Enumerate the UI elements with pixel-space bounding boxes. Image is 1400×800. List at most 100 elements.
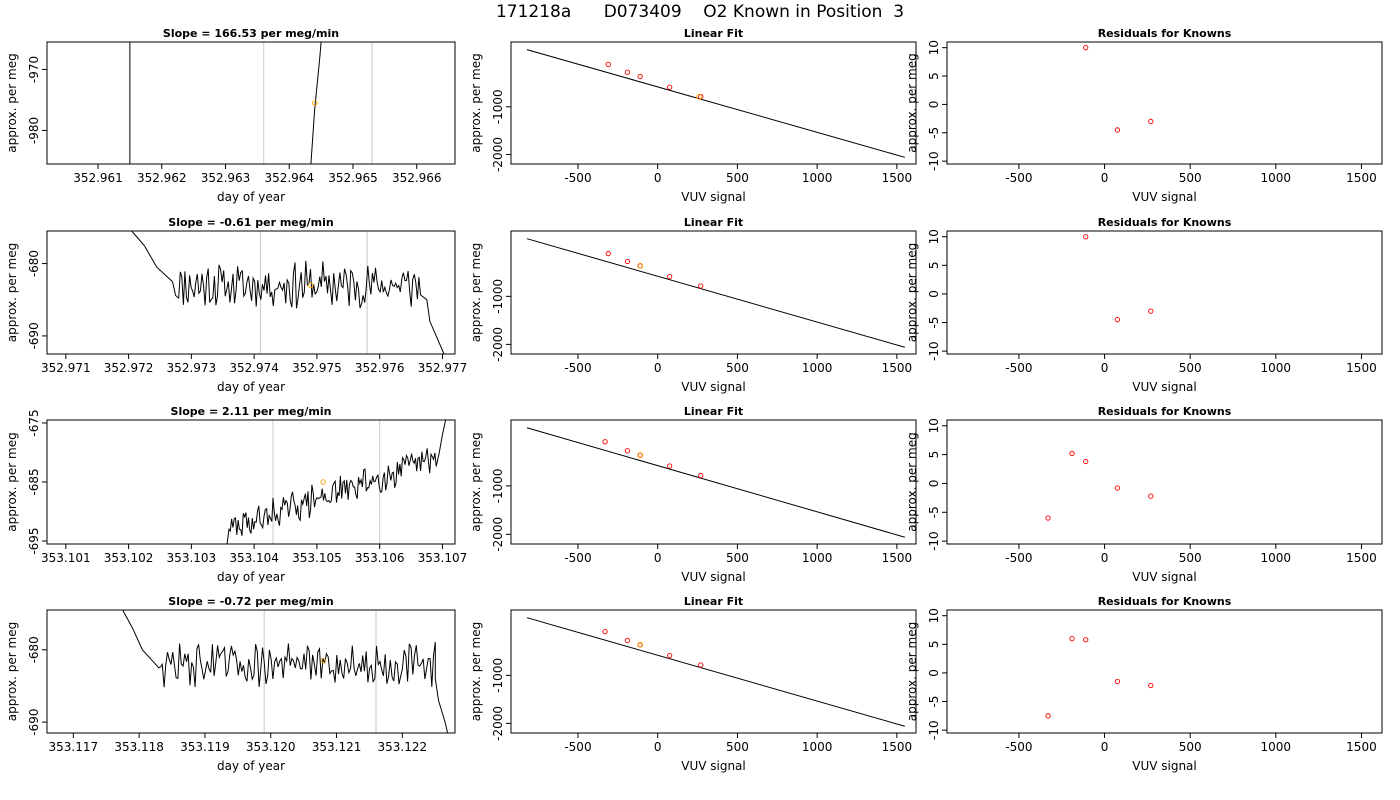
- x-tick-label: 1500: [882, 361, 913, 375]
- known-point: [637, 73, 643, 80]
- known-point: [1148, 493, 1154, 499]
- data-line: [226, 420, 447, 544]
- x-tick-label: 353.119: [180, 740, 230, 754]
- y-tick-label: 10: [927, 418, 941, 433]
- x-axis-label: VUV signal: [681, 190, 746, 204]
- panel-1-2: Linear Fit -500 0 500 1000 1500 -1000 -2000 VUV …: [469, 27, 917, 204]
- x-axis-label: VUV signal: [1132, 759, 1197, 773]
- y-tick-label: -10: [927, 341, 941, 361]
- plot-area: [1045, 635, 1154, 719]
- x-tick-label: 1500: [1346, 551, 1377, 565]
- x-tick-label: 352.964: [264, 171, 314, 185]
- plot-frame: [946, 609, 1383, 734]
- y-tick-label: 10: [927, 40, 941, 55]
- x-tick-label: 353.107: [418, 551, 468, 565]
- x-tick-label: 0: [654, 171, 662, 185]
- x-tick-label: 352.965: [328, 171, 378, 185]
- plot-area: [226, 420, 447, 544]
- x-tick-label: 500: [1179, 740, 1202, 754]
- y-tick-label: -1000: [491, 658, 505, 693]
- known-point: [1083, 637, 1089, 643]
- known-point: [1083, 458, 1089, 465]
- y-tick-label: -680: [27, 636, 41, 663]
- panel-title: Linear Fit: [684, 405, 743, 418]
- x-tick-label: 0: [1101, 551, 1109, 565]
- x-tick-label: 500: [1179, 171, 1202, 185]
- known-point: [1114, 317, 1121, 323]
- x-tick-label: 1500: [1346, 740, 1377, 754]
- y-tick-label: -10: [927, 720, 941, 740]
- y-tick-label: 5: [927, 72, 941, 80]
- y-axis-label: approx. per meg: [905, 53, 919, 152]
- y-tick-label: -10: [927, 531, 941, 551]
- x-tick-label: 352.966: [392, 171, 442, 185]
- known-point: [1045, 713, 1051, 719]
- y-tick-label: -690: [27, 322, 41, 349]
- x-axis-label: VUV signal: [1132, 380, 1197, 394]
- known-point: [1148, 682, 1154, 689]
- y-tick-label: 0: [927, 290, 941, 298]
- x-axis-label: VUV signal: [681, 759, 746, 773]
- plot-frame: [510, 419, 917, 545]
- plot-area: [526, 427, 905, 538]
- plot-frame: [946, 419, 1383, 545]
- x-tick-label: 352.963: [201, 171, 251, 185]
- x-tick-label: 1000: [1261, 361, 1292, 375]
- panel-title: Linear Fit: [684, 216, 743, 229]
- panel-1-1: Slope = 166.53 per meg/min 352.961 352.962…: [5, 27, 456, 204]
- panel-2-3: Residuals for Knowns -500 0 500 1000 1500 -10 -…: [905, 216, 1383, 394]
- y-axis-label: approx. per meg: [905, 622, 919, 721]
- panel-title: Residuals for Knowns: [1098, 405, 1232, 418]
- known-point: [667, 273, 673, 280]
- y-axis-label: approx. per meg: [905, 432, 919, 531]
- x-tick-label: 1000: [1261, 171, 1292, 185]
- x-tick-label: 1000: [802, 171, 833, 185]
- panel-3-2: Linear Fit -500 0 500 1000 1500 -1000 -2000 VUV …: [469, 405, 917, 584]
- y-axis-label: approx. per meg: [5, 622, 19, 721]
- known-point: [698, 283, 704, 289]
- x-tick-label: 500: [726, 740, 749, 754]
- y-tick-label: -690: [27, 709, 41, 736]
- known-point: [1083, 234, 1089, 240]
- x-tick-label: 352.962: [137, 171, 187, 185]
- x-tick-label: 1500: [1346, 361, 1377, 375]
- y-tick-label: 0: [927, 669, 941, 677]
- x-tick-label: 353.101: [41, 551, 91, 565]
- x-axis-label: day of year: [217, 570, 285, 584]
- plot-area: [1083, 45, 1154, 133]
- known-point: [667, 652, 673, 659]
- x-tick-label: 500: [726, 171, 749, 185]
- panel-title: Residuals for Knowns: [1098, 595, 1232, 608]
- x-tick-label: -500: [1005, 171, 1032, 185]
- plot-area: [129, 42, 373, 164]
- x-tick-label: 352.973: [167, 361, 217, 375]
- plot-area: [1083, 234, 1154, 323]
- y-axis-label: approx. per meg: [469, 243, 483, 342]
- y-tick-label: -680: [27, 250, 41, 277]
- current-point: [696, 93, 703, 100]
- current-point: [637, 262, 644, 269]
- y-tick-label: -970: [27, 56, 41, 83]
- x-tick-label: 352.976: [355, 361, 405, 375]
- x-tick-label: 0: [654, 361, 662, 375]
- y-tick-label: -2000: [491, 706, 505, 741]
- y-tick-label: -5: [927, 317, 941, 329]
- current-point: [307, 282, 314, 289]
- y-tick-label: 5: [927, 451, 941, 459]
- x-tick-label: 353.122: [378, 740, 428, 754]
- x-tick-label: 1000: [802, 740, 833, 754]
- x-tick-label: 1500: [882, 551, 913, 565]
- y-tick-label: -5: [927, 696, 941, 708]
- x-tick-label: 500: [1179, 361, 1202, 375]
- y-tick-label: -1000: [491, 468, 505, 503]
- x-tick-label: 1000: [802, 551, 833, 565]
- plot-area: [131, 231, 445, 354]
- fit-line: [526, 427, 905, 538]
- panel-title: Linear Fit: [684, 27, 743, 40]
- x-tick-label: 500: [726, 551, 749, 565]
- y-axis-label: approx. per meg: [469, 622, 483, 721]
- x-tick-label: 352.975: [292, 361, 342, 375]
- current-point: [637, 641, 644, 648]
- x-tick-label: -500: [564, 361, 591, 375]
